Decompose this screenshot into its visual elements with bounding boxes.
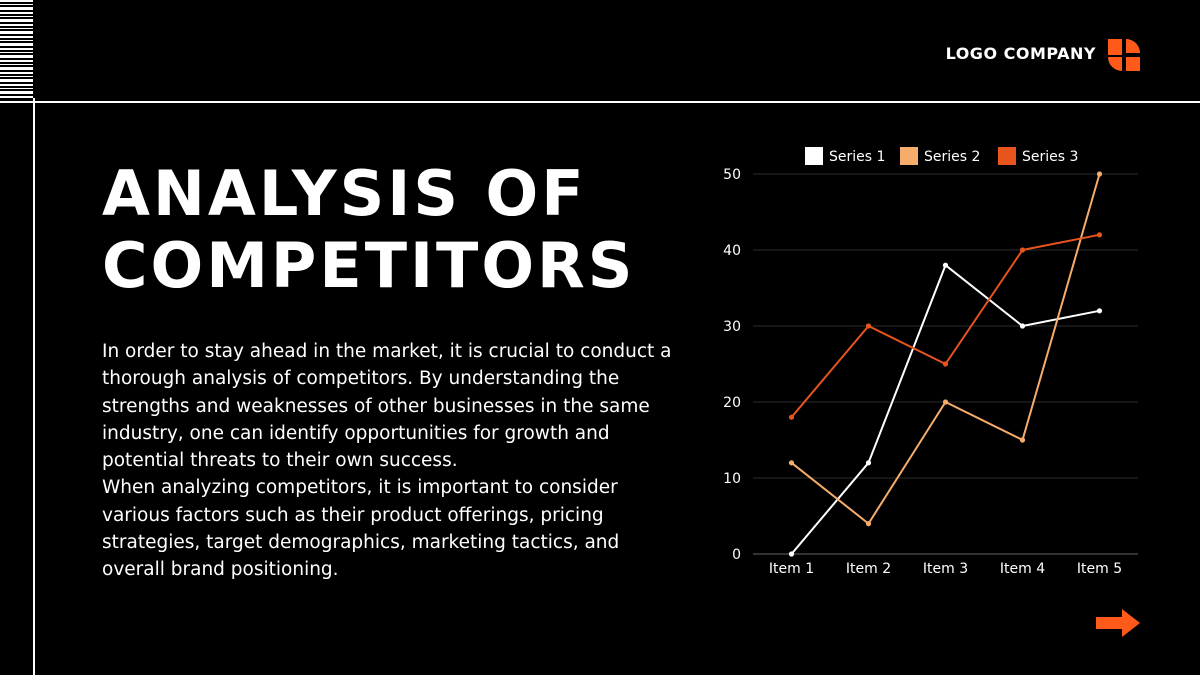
y-tick-label: 20 bbox=[723, 395, 741, 411]
data-point bbox=[942, 262, 949, 268]
x-tick-label: Item 3 bbox=[923, 561, 968, 577]
title-line-1: ANALYSIS OF bbox=[102, 157, 587, 230]
y-tick-label: 10 bbox=[723, 471, 741, 487]
data-point bbox=[1019, 247, 1026, 253]
x-tick-label: Item 1 bbox=[769, 561, 814, 577]
slide-title: ANALYSIS OF COMPETITORS bbox=[102, 158, 635, 302]
data-point bbox=[942, 399, 949, 405]
data-point bbox=[865, 323, 872, 329]
data-point bbox=[1019, 323, 1026, 329]
title-line-2: COMPETITORS bbox=[102, 229, 636, 302]
data-point bbox=[1096, 171, 1103, 177]
legend-item-2: Series 2 bbox=[900, 147, 980, 165]
barcode-decoration bbox=[0, 0, 33, 98]
paragraph-2: When analyzing competitors, it is import… bbox=[102, 477, 620, 581]
series-line-1 bbox=[790, 264, 1100, 555]
legend-swatch bbox=[998, 147, 1016, 165]
arrow-right-icon[interactable] bbox=[1096, 608, 1140, 638]
body-text: In order to stay ahead in the market, it… bbox=[102, 338, 677, 584]
x-tick-label: Item 5 bbox=[1077, 561, 1122, 577]
series-line-2 bbox=[790, 173, 1101, 525]
legend-label: Series 1 bbox=[829, 149, 885, 165]
legend-label: Series 3 bbox=[1022, 149, 1078, 165]
logo-mark-icon bbox=[1108, 39, 1140, 71]
data-point bbox=[1096, 308, 1103, 314]
legend-item-1: Series 1 bbox=[805, 147, 885, 165]
data-point bbox=[865, 460, 872, 466]
paragraph-1: In order to stay ahead in the market, it… bbox=[102, 341, 672, 472]
data-point bbox=[1096, 232, 1103, 238]
line-chart: 0 10 20 30 40 50 Item 1 Item 2 Item 3 Item 4 Item … bbox=[723, 147, 1138, 577]
data-point bbox=[1019, 437, 1026, 443]
horizontal-divider bbox=[0, 101, 1200, 103]
legend-label: Series 2 bbox=[924, 149, 980, 165]
legend-swatch bbox=[900, 147, 918, 165]
x-tick-label: Item 4 bbox=[1000, 561, 1045, 577]
logo-company-text: LOGO COMPANY bbox=[945, 44, 1096, 63]
data-point bbox=[788, 460, 795, 466]
y-tick-label: 30 bbox=[723, 319, 741, 335]
x-tick-label: Item 2 bbox=[846, 561, 891, 577]
y-tick-label: 50 bbox=[723, 167, 741, 183]
y-tick-label: 0 bbox=[732, 547, 741, 563]
data-point bbox=[865, 521, 872, 527]
data-point bbox=[788, 414, 795, 420]
vertical-divider bbox=[33, 98, 35, 675]
legend-item-3: Series 3 bbox=[998, 147, 1078, 165]
data-point bbox=[942, 361, 949, 367]
y-tick-label: 40 bbox=[723, 243, 741, 259]
data-point bbox=[788, 551, 795, 557]
legend-swatch bbox=[805, 147, 823, 165]
